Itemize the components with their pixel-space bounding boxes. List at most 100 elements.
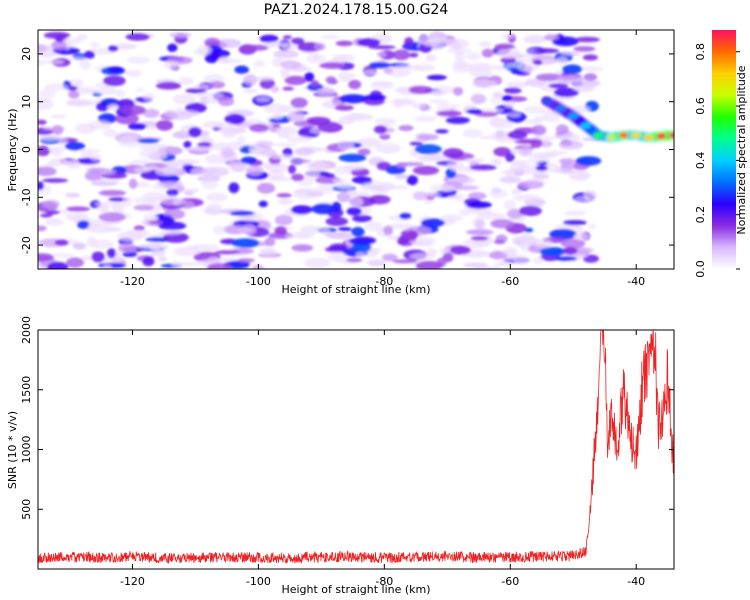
spectrogram-cell [48, 158, 68, 167]
spectrogram-cell [383, 67, 393, 74]
spectrogram-cell [125, 33, 150, 41]
spectrogram-cell [316, 183, 337, 195]
spectrogram-cell [395, 86, 410, 94]
spectrogram-cell [334, 104, 354, 111]
spectrogram-cell [164, 110, 177, 118]
spectrogram-cell [583, 73, 598, 81]
spectrogram-cell [426, 74, 447, 81]
spectrogram-cell [254, 76, 275, 81]
spectrogram-cell [136, 87, 145, 93]
spectrogram-cell [286, 135, 313, 143]
spectrogram-cell [376, 51, 387, 58]
spectrogram-cell [158, 221, 187, 231]
spectrogram-cell [273, 142, 298, 147]
spectrogram-cell [287, 164, 296, 174]
spectrogram-cell [531, 135, 559, 141]
snr-y-tick-label: 1000 [20, 436, 33, 464]
spectrogram-cell [319, 62, 346, 69]
spectrogram-x-label: Height of straight line (km) [281, 283, 430, 296]
spectrogram-signal-point [555, 105, 566, 112]
spectrogram-cell [253, 60, 266, 67]
spectrogram-cell [368, 45, 396, 50]
spectrogram-cell [513, 255, 530, 265]
spectrogram-cell [64, 142, 86, 151]
spectrogram-y-tick-label: -10 [20, 188, 33, 206]
spectrogram-signal-point [568, 113, 579, 119]
spectrogram-cell [452, 62, 474, 74]
spectrogram-cell [343, 164, 365, 171]
snr-panel: -120 -100 -80 -60 -40 500 1000 1500 2000 Height… [6, 316, 675, 596]
spectrogram-cell [410, 236, 437, 246]
spectrogram-cell [38, 135, 64, 142]
spectrogram-cell [533, 239, 553, 249]
spectrogram-cell [424, 154, 434, 160]
spectrogram-cell [310, 80, 320, 88]
spectrogram-cell [517, 62, 539, 73]
spectrogram-noise-blobs [38, 31, 604, 269]
colorbar: 0.0 0.2 0.4 0.6 0.8 Normalized spectral ampl… [694, 30, 748, 278]
spectrogram-cell [463, 158, 486, 163]
spectrogram-y-axis: -20 -10 0 10 20 [20, 47, 674, 254]
spectrogram-cell [469, 164, 497, 171]
spectrogram-y-tick-label: 20 [20, 47, 33, 61]
spectrogram-cell [392, 259, 418, 264]
spectrogram-cell [38, 60, 46, 66]
spectrogram-cell [335, 40, 354, 47]
spectrogram-cell [383, 225, 394, 236]
snr-x-axis: -120 -100 -80 -60 -40 [120, 330, 645, 588]
spectrogram-cell [163, 160, 186, 168]
spectrogram-cell [502, 247, 518, 256]
spectrogram-cell [352, 214, 372, 223]
spectrogram-cell [150, 250, 166, 257]
spectrogram-cell [134, 181, 150, 188]
spectrogram-cell [412, 63, 436, 72]
spectrogram-cell [560, 51, 581, 56]
spectrogram-cell [137, 138, 160, 144]
spectrogram-cell [412, 165, 440, 176]
spectrogram-cell [226, 142, 243, 150]
snr-y-tick-label: 2000 [20, 316, 33, 344]
spectrogram-cell [64, 212, 88, 221]
spectrogram-cell [518, 146, 533, 157]
spectrogram-signal-point [543, 98, 554, 105]
spectrogram-cell [419, 105, 432, 112]
spectrogram-cell [406, 175, 418, 186]
spectrogram-cell [119, 105, 146, 116]
spectrogram-cell [87, 222, 97, 230]
spectrogram-cell [325, 232, 354, 240]
spectrogram-cell [50, 149, 63, 157]
spectrogram-cell [73, 100, 89, 107]
spectrogram-cell [465, 229, 494, 236]
spectrogram-cell [155, 120, 174, 131]
spectrogram-cell [79, 59, 91, 70]
spectrogram-cell [506, 208, 524, 219]
spectrogram-cell [425, 54, 437, 62]
spectrogram-cell [558, 140, 584, 150]
spectrogram-cell [511, 188, 522, 195]
spectrogram-y-tick-label: 10 [20, 95, 33, 109]
spectrogram-cell [201, 179, 218, 190]
spectrogram-cell [454, 51, 465, 61]
spectrogram-cell [412, 191, 427, 201]
spectrogram-cell [38, 49, 56, 58]
spectrogram-cell [65, 206, 91, 212]
spectrogram-cell [203, 74, 225, 83]
spectrogram-cell [119, 44, 138, 49]
spectrogram-y-tick-label: -20 [20, 236, 33, 254]
spectrogram-cell [392, 49, 411, 61]
spectrogram-cell [290, 97, 308, 109]
spectrogram-cell [275, 125, 298, 137]
spectrogram-cell [261, 148, 277, 157]
spectrogram-cell [530, 137, 543, 148]
spectrogram-cell [45, 218, 64, 226]
spectrogram-cell [38, 44, 47, 53]
spectrogram-signal-point [669, 132, 674, 139]
spectrogram-cell [493, 147, 512, 157]
spectrogram-cell [553, 87, 579, 98]
snr-x-tick-label: -40 [627, 575, 645, 588]
spectrogram-cell [554, 224, 582, 230]
spectrogram-cell [270, 86, 280, 93]
spectrogram-cell [404, 37, 414, 48]
spectrogram-cell [86, 236, 98, 248]
spectrogram-cell [360, 182, 375, 191]
